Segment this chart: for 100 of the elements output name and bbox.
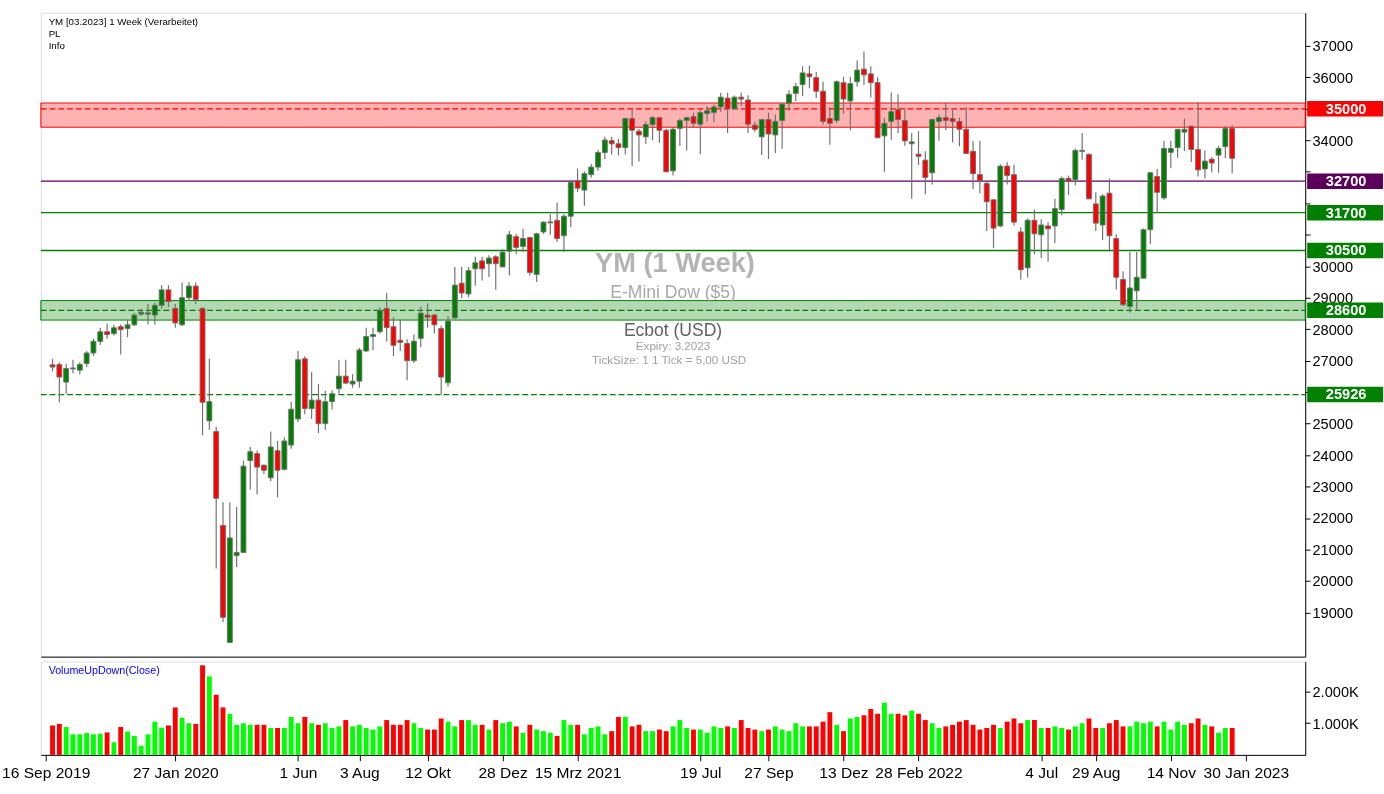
- bar: [316, 724, 321, 755]
- x-tick-label: 12 Okt: [405, 763, 452, 781]
- candlestick: [976, 140, 983, 194]
- x-tick-label: 16 Sep 2019: [2, 763, 91, 781]
- bar: [1079, 723, 1085, 755]
- y-tick-label: 25000: [1312, 416, 1354, 433]
- bar: [527, 724, 533, 755]
- bar: [159, 727, 165, 755]
- bar: [63, 727, 69, 755]
- bar: [1182, 724, 1187, 755]
- bar: [656, 729, 662, 755]
- ref-line-label: 35000: [1325, 100, 1367, 117]
- bar: [234, 724, 240, 755]
- bar: [91, 734, 96, 755]
- x-tick-label: 14 Nov: [1146, 763, 1197, 781]
- bar: [275, 727, 280, 755]
- bar: [1202, 724, 1208, 755]
- bar: [547, 732, 553, 755]
- y-tick-label: 24000: [1312, 447, 1354, 464]
- annotation: PL: [48, 28, 62, 40]
- bar: [404, 720, 410, 755]
- bar: [56, 723, 62, 755]
- bar: [1100, 727, 1106, 755]
- bar: [166, 725, 171, 755]
- bar: [834, 724, 840, 755]
- bar: [247, 724, 253, 755]
- bar: [97, 733, 103, 755]
- bar: [50, 725, 55, 755]
- bar: [452, 726, 458, 755]
- bar: [1032, 720, 1037, 755]
- bar: [288, 716, 294, 755]
- y-tick-label: 37000: [1312, 38, 1354, 55]
- x-tick-label: 4 Jul: [1025, 763, 1059, 781]
- bar: [616, 716, 621, 755]
- bar: [663, 731, 669, 755]
- bar: [922, 720, 928, 755]
- bar: [77, 734, 83, 755]
- bar: [1038, 727, 1044, 755]
- bar: [472, 724, 478, 755]
- annotation: TickSize: 1 1 Tick = 5,00 USD: [592, 352, 747, 366]
- x-tick-label: 27 Sep: [744, 763, 794, 781]
- bar: [466, 720, 471, 755]
- bar: [588, 727, 594, 755]
- bar: [459, 720, 465, 755]
- y-tick-label: 19000: [1312, 604, 1354, 621]
- bar: [193, 723, 199, 755]
- bar: [691, 729, 696, 755]
- bar: [909, 710, 915, 755]
- bar: [391, 724, 396, 755]
- bar: [350, 726, 355, 755]
- bar: [1052, 726, 1058, 755]
- bar: [1072, 726, 1078, 755]
- ref-line-label: 28600: [1325, 302, 1367, 319]
- bar: [541, 731, 546, 755]
- bar: [1175, 721, 1181, 755]
- bar: [868, 708, 874, 755]
- annotation: YM (1 Week): [595, 246, 755, 278]
- bar: [1059, 727, 1065, 755]
- bar: [1004, 721, 1010, 755]
- bar: [397, 724, 403, 755]
- bar: [152, 721, 158, 755]
- bar: [1168, 729, 1174, 755]
- bar: [725, 726, 731, 755]
- bar: [111, 742, 117, 755]
- candlestick: [915, 130, 922, 166]
- bar: [486, 729, 492, 755]
- bar: [575, 724, 580, 755]
- bar: [479, 724, 485, 755]
- y-tick-label: 2.000K: [1312, 683, 1359, 700]
- bar: [806, 726, 812, 755]
- bar: [772, 726, 778, 755]
- bar: [438, 718, 444, 755]
- bar: [881, 702, 887, 755]
- bar: [125, 731, 130, 755]
- bar: [929, 723, 935, 755]
- bar: [1209, 726, 1215, 755]
- bar: [200, 665, 205, 755]
- bar: [956, 721, 962, 755]
- bar: [1195, 718, 1201, 755]
- bar: [322, 723, 328, 755]
- bar: [356, 724, 362, 755]
- ref-line-label: 31700: [1325, 204, 1367, 221]
- bar: [500, 723, 505, 755]
- bar: [854, 716, 860, 755]
- bar: [847, 718, 853, 755]
- bar: [677, 720, 683, 755]
- y-tick-label: 27000: [1312, 353, 1354, 370]
- bar: [813, 726, 819, 755]
- bar: [1025, 720, 1031, 755]
- bar: [131, 735, 137, 755]
- bar: [1216, 732, 1221, 755]
- bar: [650, 731, 656, 755]
- bar: [718, 727, 724, 755]
- bar: [602, 734, 608, 755]
- bar: [943, 726, 949, 755]
- bar: [643, 731, 649, 755]
- bar: [963, 720, 969, 755]
- y-tick-label: 30000: [1312, 258, 1354, 275]
- bar: [281, 727, 287, 755]
- bar: [534, 729, 540, 755]
